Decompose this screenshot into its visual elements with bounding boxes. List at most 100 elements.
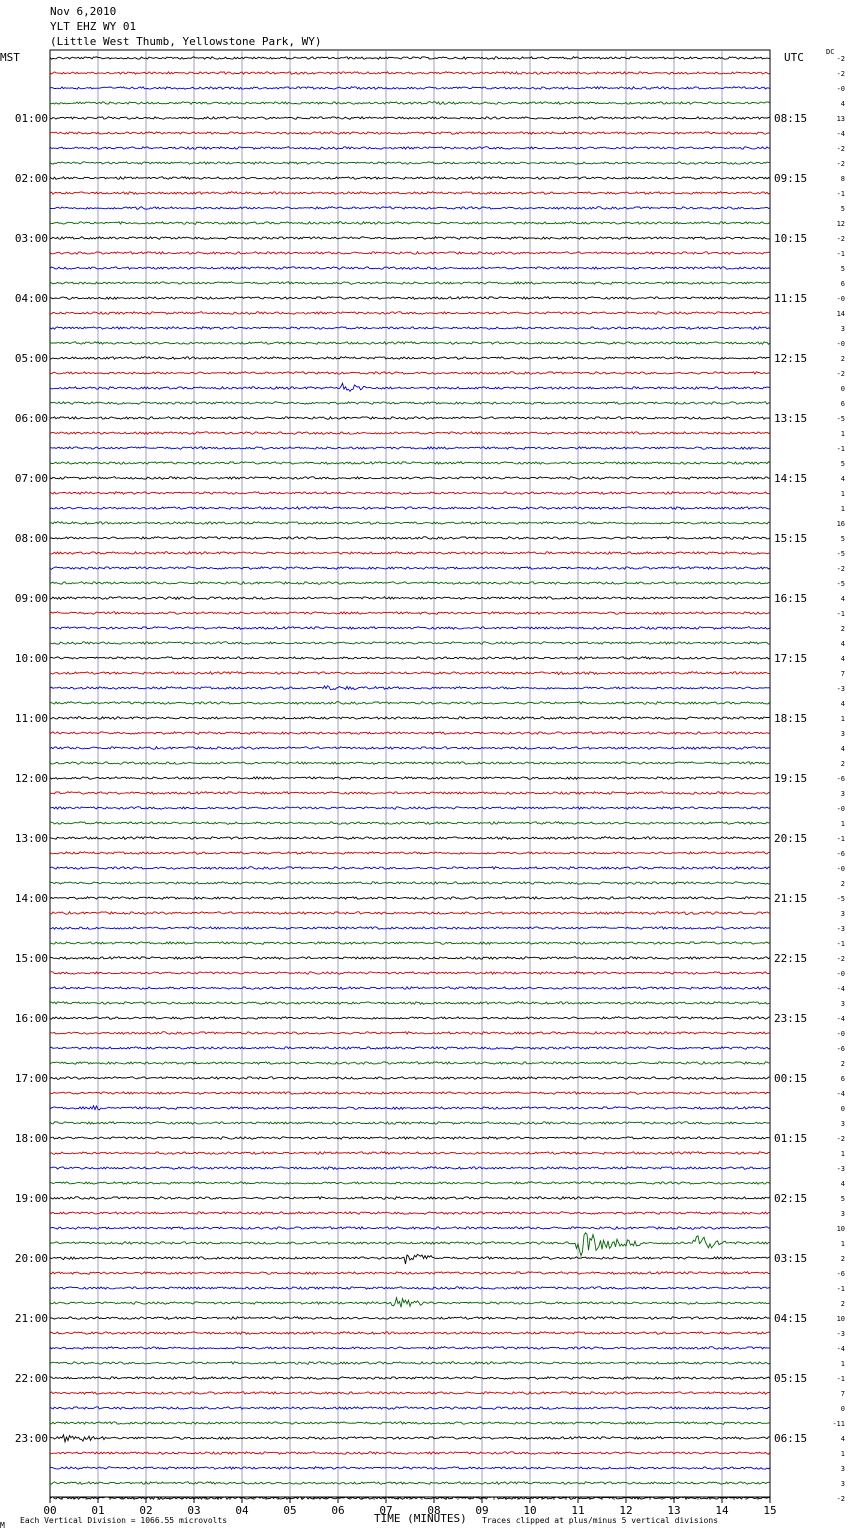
- trace-row: [49, 236, 771, 240]
- scale-note: Each Vertical Division = 1066.55 microvo…: [20, 1516, 228, 1525]
- right-hour-label: 16:15: [774, 592, 807, 605]
- trace-row: [49, 1253, 771, 1265]
- dc-offset-label: 3: [841, 1120, 845, 1128]
- trace-row: [49, 1346, 771, 1350]
- trace-row: [49, 100, 771, 106]
- x-tick-label: 00: [43, 1504, 56, 1517]
- dc-offset-label: -2: [837, 1135, 845, 1143]
- dc-offset-label: -2: [837, 145, 845, 153]
- x-tick-label: 12: [619, 1504, 632, 1517]
- dc-offset-label: -2: [837, 70, 845, 78]
- dc-offset-label: -6: [837, 850, 845, 858]
- left-hour-label: 07:00: [15, 472, 48, 485]
- trace-row: [49, 250, 771, 255]
- left-hour-label: 10:00: [15, 652, 48, 665]
- dc-offset-label: 10: [837, 1315, 845, 1323]
- dc-offset-label: 4: [841, 745, 845, 753]
- dc-offset-label: -0: [837, 970, 845, 978]
- right-hour-label: 06:15: [774, 1432, 807, 1445]
- right-hour-label: 22:15: [774, 952, 807, 965]
- trace-row: [49, 506, 771, 511]
- dc-offset-label: 4: [841, 1180, 845, 1188]
- trace-row: [49, 381, 771, 393]
- dc-offset-label: 5: [841, 265, 845, 273]
- trace-row: [49, 731, 771, 735]
- dc-offset-label: 5: [841, 535, 845, 543]
- dc-offset-label: 1: [841, 1240, 845, 1248]
- trace-row: [49, 1001, 771, 1006]
- dc-offset-label: -2: [837, 160, 845, 168]
- dc-offset-label: -2: [837, 1495, 845, 1503]
- dc-offset-label: -5: [837, 550, 845, 558]
- dc-offset-label: 3: [841, 325, 845, 333]
- trace-row: [50, 446, 771, 450]
- trace-row: [49, 311, 771, 315]
- dc-offset-label: 12: [837, 220, 845, 228]
- dc-offset-label: -5: [837, 580, 845, 588]
- trace-row: [49, 611, 771, 615]
- trace-row: [49, 1211, 771, 1215]
- dc-offset-label: 2: [841, 760, 845, 768]
- left-hour-label: 20:00: [15, 1252, 48, 1265]
- dc-offset-label: -2: [837, 955, 845, 963]
- trace-row: [49, 1481, 771, 1485]
- trace-row: [49, 206, 771, 210]
- dc-offset-label: 3: [841, 1480, 845, 1488]
- dc-offset-label: 6: [841, 1075, 845, 1083]
- x-tick-label: 05: [283, 1504, 296, 1517]
- dc-offset-label: 3: [841, 1210, 845, 1218]
- dc-offset-label: -0: [837, 865, 845, 873]
- trace-row: [49, 1296, 771, 1308]
- left-hour-label: 22:00: [15, 1372, 48, 1385]
- dc-offset-label: 1: [841, 1360, 845, 1368]
- dc-offset-label: 1: [841, 430, 845, 438]
- right-hour-label: 09:15: [774, 172, 807, 185]
- dc-offset-label: 8: [841, 175, 845, 183]
- plot-date: Nov 6,2010: [50, 5, 117, 18]
- trace-row: [49, 1406, 771, 1411]
- left-hour-label: 12:00: [15, 772, 48, 785]
- dc-offset-label: -1: [837, 1375, 845, 1383]
- dc-offset-label: 6: [841, 400, 845, 408]
- trace-row: [49, 1016, 771, 1020]
- trace-row: [49, 356, 770, 360]
- trace-row: [49, 1496, 771, 1501]
- trace-row: [49, 1166, 771, 1171]
- right-hour-label: 15:15: [774, 532, 807, 545]
- dc-offset-label: -6: [837, 775, 845, 783]
- left-hour-label: 04:00: [15, 292, 48, 305]
- trace-row: [49, 1060, 771, 1065]
- right-hour-label: 01:15: [774, 1132, 807, 1145]
- dc-offset-label: -4: [837, 1015, 845, 1023]
- trace-row: [49, 1421, 771, 1425]
- dc-offset-label: -4: [837, 1345, 845, 1353]
- dc-offset-label: -1: [837, 190, 845, 198]
- trace-row: [49, 1390, 771, 1395]
- right-hour-label: 08:15: [774, 112, 807, 125]
- trace-row: [50, 1376, 771, 1380]
- left-hour-label: 19:00: [15, 1192, 48, 1205]
- dc-offset-label: -1: [837, 1285, 845, 1293]
- trace-row: [49, 656, 771, 660]
- trace-row: [49, 55, 771, 61]
- dc-offset-label: -1: [837, 940, 845, 948]
- dc-offset-label: 5: [841, 205, 845, 213]
- trace-row: [49, 415, 771, 420]
- left-hour-label: 23:00: [15, 1432, 48, 1445]
- trace-row: [50, 1451, 771, 1455]
- trace-row: [49, 641, 771, 646]
- left-hour-label: 01:00: [15, 112, 48, 125]
- trace-row: [49, 851, 771, 855]
- dc-offset-label: -5: [837, 895, 845, 903]
- trace-row: [49, 371, 770, 375]
- trace-row: [49, 580, 771, 585]
- dc-offset-label: -2: [837, 370, 845, 378]
- right-hour-label: 05:15: [774, 1372, 807, 1385]
- trace-row: [49, 1030, 771, 1035]
- trace-row: [49, 1271, 771, 1275]
- dc-offset-label: 13: [837, 115, 845, 123]
- trace-row: [49, 401, 771, 405]
- right-hour-label: 20:15: [774, 832, 807, 845]
- trace-row: [49, 776, 771, 780]
